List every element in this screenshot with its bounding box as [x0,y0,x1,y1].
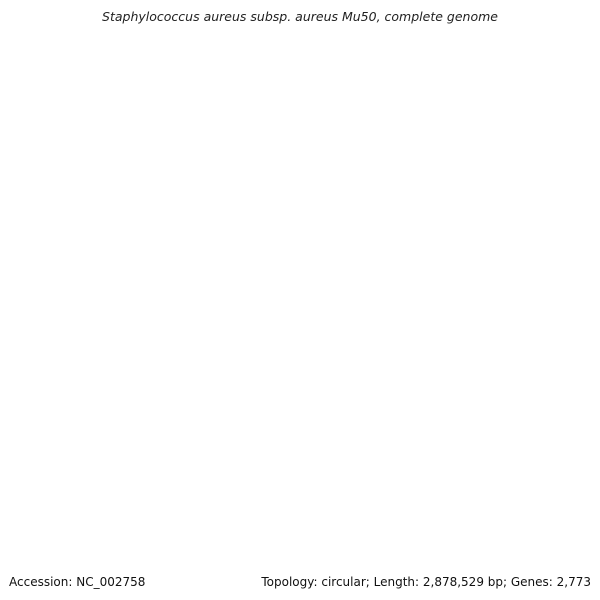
genome-title: Staphylococcus aureus subsp. aureus Mu50… [102,9,498,24]
genome-summary-label: Topology: circular; Length: 2,878,529 bp… [261,575,591,589]
accession-label: Accession: NC_002758 [9,575,146,589]
